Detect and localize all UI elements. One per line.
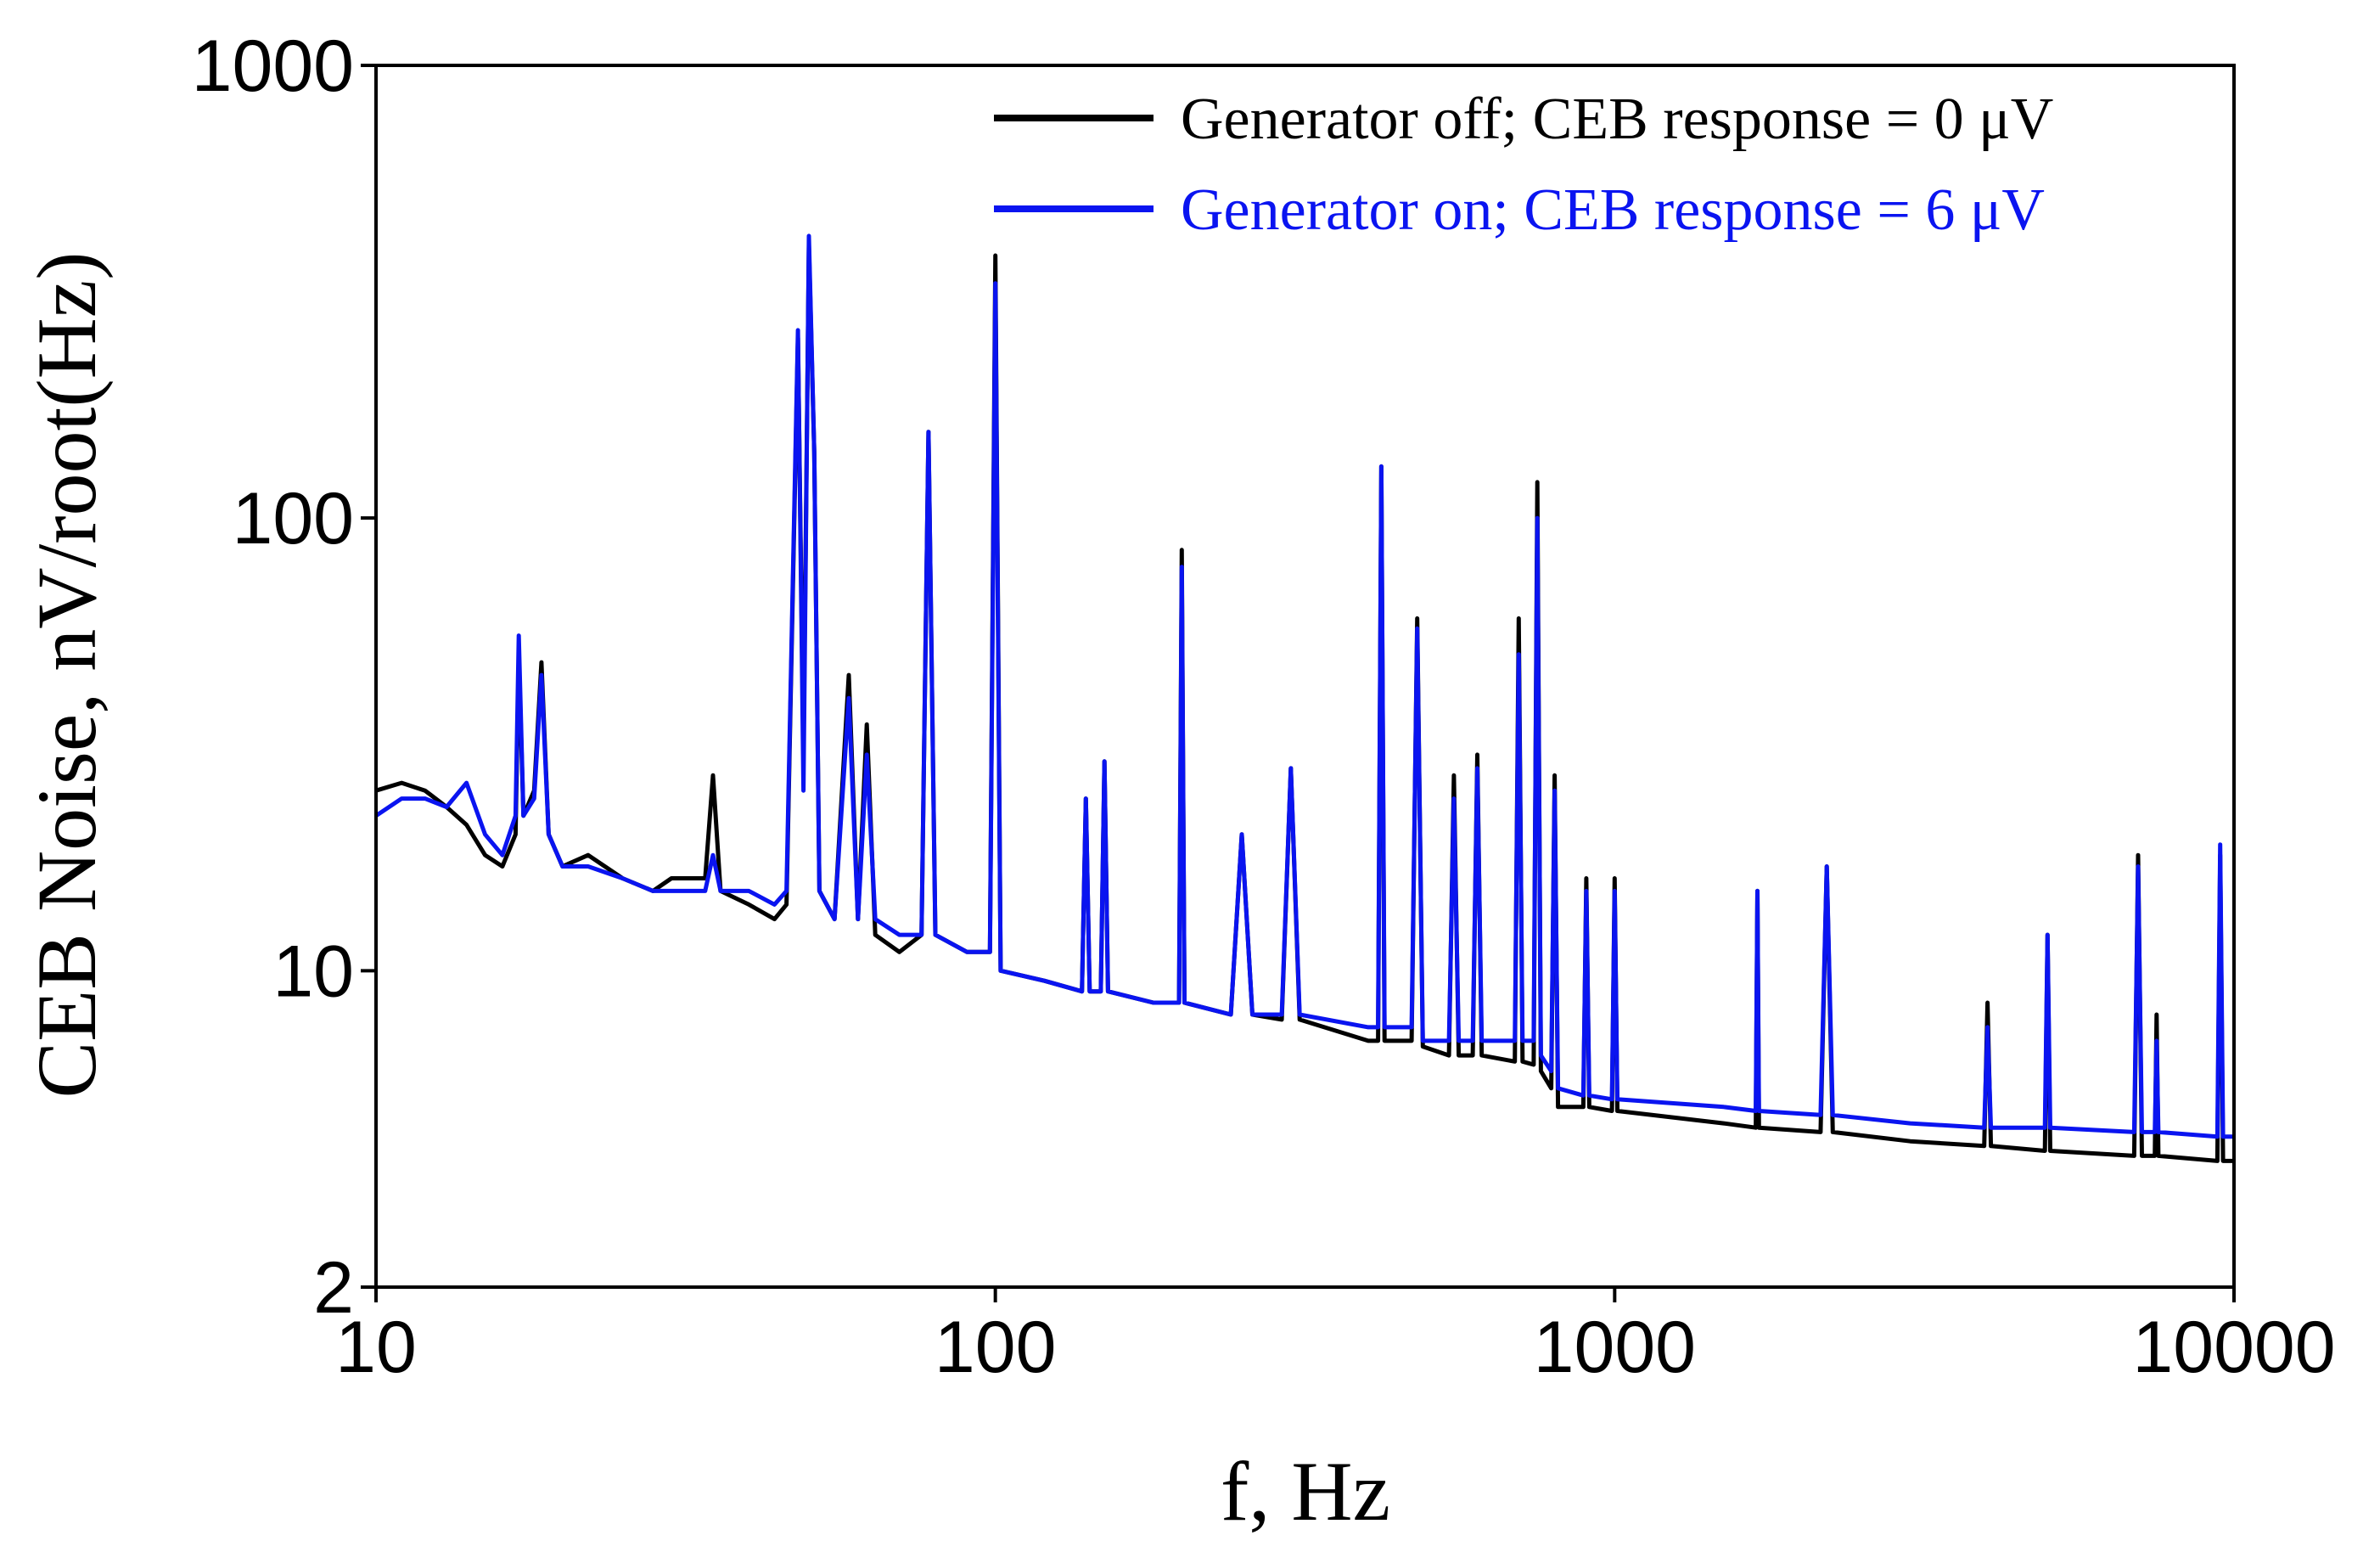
x-tick-label: 10 (335, 1307, 417, 1388)
x-tick-label: 100 (935, 1307, 1057, 1388)
y-tick-label: 10 (272, 931, 354, 1012)
series-line (374, 233, 2234, 1139)
x-tick-label: 1000 (1534, 1307, 1696, 1388)
y-axis-label: CEB Noise, nV/root(Hz) (20, 251, 114, 1098)
x-axis-label: f, Hz (1221, 1444, 1390, 1538)
legend-label: Generator on; CEB response = 6 μV (1181, 177, 2045, 243)
legend-label: Generator off; CEB response = 0 μV (1181, 87, 2053, 152)
y-tick-label: 100 (233, 478, 355, 560)
y-tick-label: 1000 (192, 25, 354, 107)
series-line (375, 243, 2234, 1163)
plot-frame (374, 64, 2236, 1289)
y-tick-label: 2 (313, 1247, 354, 1329)
x-tick-label: 10000 (2132, 1307, 2335, 1388)
